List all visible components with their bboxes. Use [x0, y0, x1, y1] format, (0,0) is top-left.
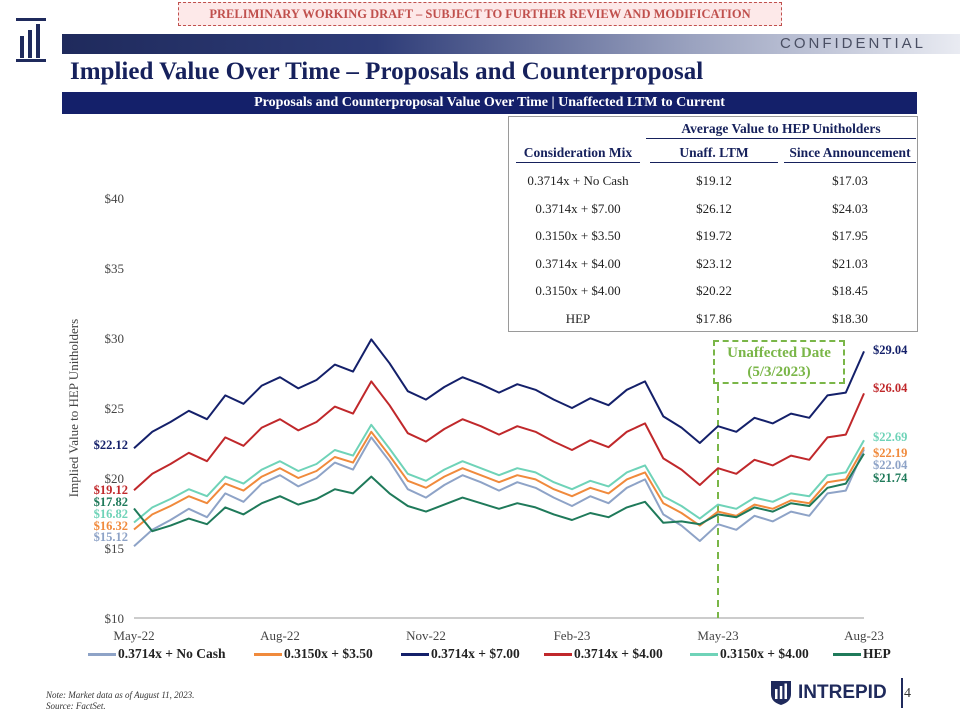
table-cell: $19.72 [696, 228, 732, 243]
table-col-header: Since Announcement [784, 145, 916, 163]
footnote: Note: Market data as of August 11, 2023.… [46, 690, 194, 712]
x-tick-label: Nov-22 [406, 628, 446, 643]
legend-label: 0.3714x + No Cash [118, 646, 226, 661]
intrepid-logo-icon [16, 18, 46, 62]
chart-legend: 0.3714x + No Cash 0.3150x + $3.50 0.3714x … [88, 646, 918, 664]
table-row-label: 0.3714x + No Cash [527, 173, 629, 188]
series-start-label: $16.32 [94, 519, 128, 533]
table-cell: $17.03 [832, 173, 868, 188]
table-cell: $17.95 [832, 228, 868, 243]
y-tick-label: $20 [105, 471, 125, 486]
x-tick-label: Aug-23 [844, 628, 884, 643]
y-tick-label: $25 [105, 401, 125, 416]
page-number: 4 [904, 686, 911, 701]
series-start-label: $22.12 [94, 438, 128, 452]
table-cell: $26.12 [696, 200, 732, 216]
table-row-label: 0.3714x + $7.00 [535, 200, 621, 216]
intrepid-shield-icon [771, 681, 791, 705]
table-cell: $24.03 [832, 200, 868, 216]
table-cell: $17.86 [696, 310, 732, 326]
series-end-label: $22.69 [873, 430, 907, 444]
series-line [133, 338, 865, 450]
legend-item: 0.3150x + $3.50 [254, 646, 373, 662]
annotation-line-1: Unaffected Date [727, 345, 831, 361]
table-cell: $19.12 [696, 173, 732, 188]
legend-swatch [88, 652, 116, 656]
legend-item: HEP [833, 646, 891, 662]
y-tick-label: $30 [105, 331, 125, 346]
table-col-header: Consideration Mix [516, 145, 640, 163]
y-tick-label: $35 [105, 261, 125, 276]
draft-banner: PRELIMINARY WORKING DRAFT – SUBJECT TO F… [178, 2, 782, 26]
table-row-label: 0.3150x + $4.00 [535, 283, 621, 298]
legend-label: 0.3150x + $3.50 [284, 646, 373, 661]
table-row-label: 0.3150x + $3.50 [535, 228, 621, 243]
series-end-label: $21.74 [873, 471, 908, 485]
brand-name: INTREPID [798, 682, 887, 703]
chart-subtitle-bar: Proposals and Counterproposal Value Over… [62, 92, 917, 114]
brand-divider [900, 678, 903, 708]
y-tick-label: $10 [105, 611, 125, 626]
legend-item: 0.3714x + No Cash [88, 646, 225, 662]
source-text: Source: FactSet. [46, 701, 106, 711]
series-line [133, 453, 865, 533]
series-start-label: $17.82 [94, 495, 128, 509]
x-tick-label: Feb-23 [554, 628, 591, 643]
table-cell: $18.30 [832, 310, 868, 326]
series-line [133, 423, 865, 524]
series-line [133, 380, 865, 492]
y-tick-label: $40 [105, 191, 125, 206]
series-start-label: $15.12 [94, 530, 128, 544]
average-value-table: Average Value to HEP Unitholders Conside… [508, 116, 918, 332]
table-row-label: 0.3714x + $4.00 [535, 255, 621, 271]
table-cell: $21.03 [832, 255, 868, 271]
table-cell: $23.12 [696, 255, 732, 271]
series-start-label: $19.12 [94, 483, 128, 497]
header-bar [62, 34, 960, 54]
unaffected-date-annotation: Unaffected Date (5/3/2023) [713, 340, 845, 384]
brand-footer: INTREPID [770, 678, 903, 708]
table-group-header: Average Value to HEP Unitholders [646, 121, 916, 139]
legend-label: 0.3714x + $7.00 [431, 646, 520, 661]
legend-item: 0.3714x + $7.00 [401, 646, 520, 662]
annotation-line-2: (5/3/2023) [747, 364, 811, 380]
legend-label: HEP [863, 646, 891, 661]
series-end-label: $22.19 [873, 446, 907, 460]
table-col-header: Unaff. LTM [650, 145, 778, 163]
x-tick-label: May-22 [113, 628, 154, 643]
series-line [133, 436, 865, 548]
confidential-label: CONFIDENTIAL [779, 35, 926, 52]
table-cell: $20.22 [696, 283, 732, 298]
legend-label: 0.3714x + $4.00 [574, 646, 663, 661]
legend-swatch [544, 652, 572, 656]
legend-item: 0.3714x + $4.00 [544, 646, 663, 662]
legend-label: 0.3150x + $4.00 [720, 646, 809, 661]
y-tick-label: $15 [105, 541, 125, 556]
y-axis-label: Implied Value to HEP Unitholders [66, 319, 81, 497]
series-end-label: $26.04 [873, 381, 908, 395]
series-end-label: $29.04 [873, 343, 908, 357]
table-cell: $18.45 [832, 283, 868, 298]
legend-swatch [833, 652, 861, 656]
legend-swatch [401, 652, 429, 656]
series-end-label: $22.04 [873, 458, 908, 472]
series-line [133, 430, 865, 531]
x-tick-label: May-23 [697, 628, 738, 643]
legend-item: 0.3150x + $4.00 [690, 646, 809, 662]
legend-swatch [690, 652, 718, 656]
page-title: Implied Value Over Time – Proposals and … [70, 58, 704, 85]
table-row-label: HEP [565, 310, 591, 326]
x-tick-label: Aug-22 [260, 628, 300, 643]
note-text: Note: Market data as of August 11, 2023. [46, 690, 195, 700]
series-start-label: $16.82 [94, 507, 128, 521]
legend-swatch [254, 652, 282, 656]
